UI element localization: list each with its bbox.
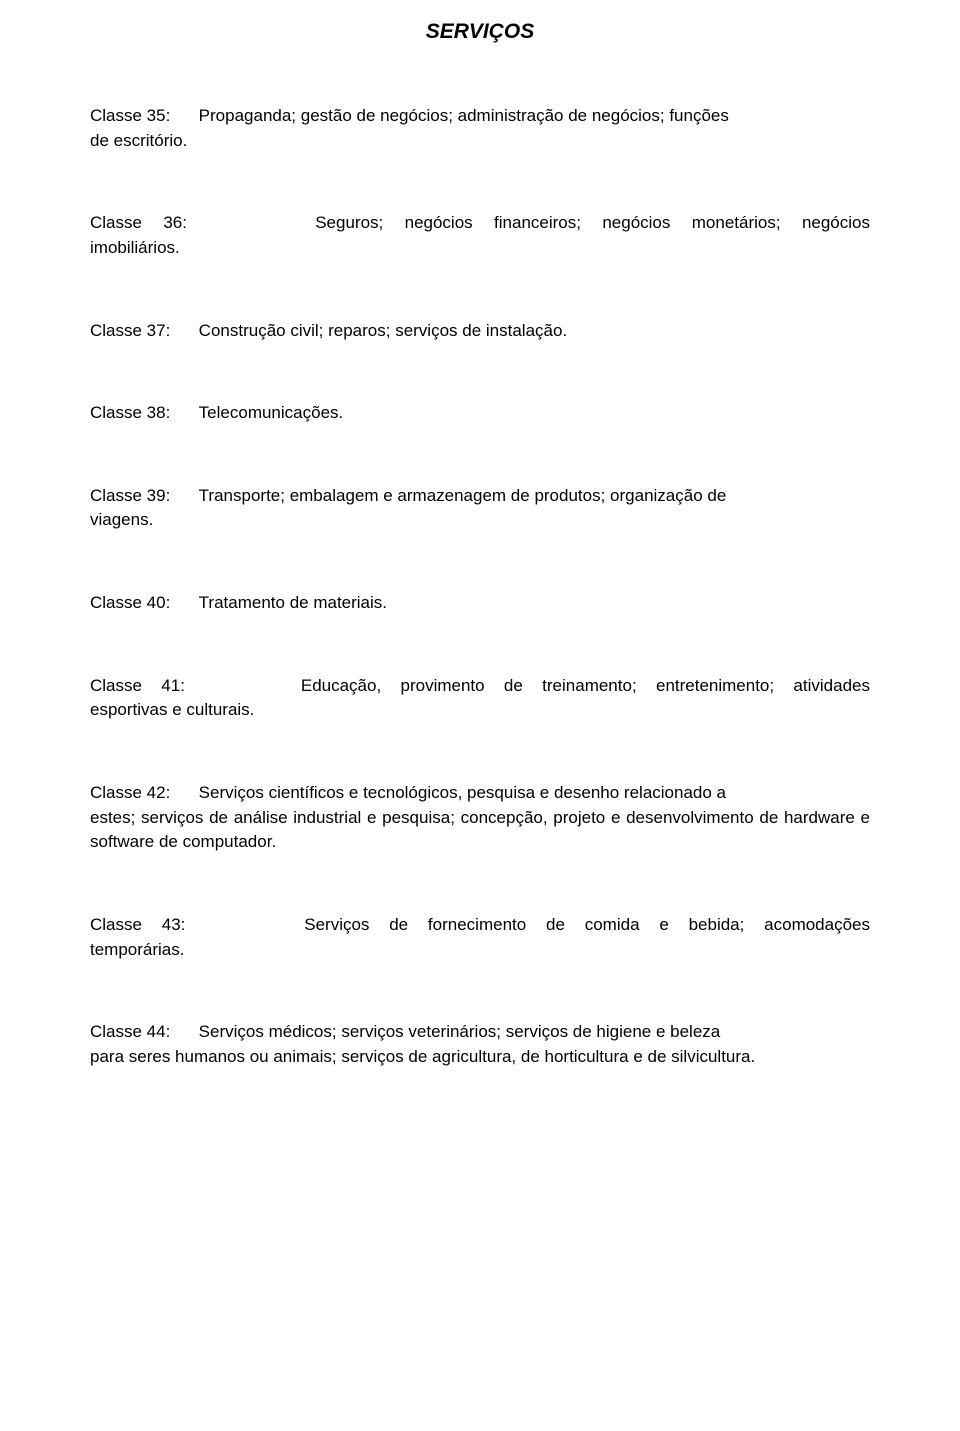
document-page: SERVIÇOS Classe 35: Propaganda; gestão d… bbox=[0, 0, 960, 1431]
entry-line-1: Classe 40: Tratamento de materiais. bbox=[90, 591, 870, 616]
class-label: Classe 39: bbox=[90, 486, 170, 505]
class-label: Classe 44: bbox=[90, 1022, 170, 1041]
entry-line-1: Classe 35: Propaganda; gestão de negócio… bbox=[90, 104, 870, 129]
entry-text: Telecomunicações. bbox=[199, 403, 344, 422]
entry-line-1: Classe 42: Serviços científicos e tecnol… bbox=[90, 781, 870, 806]
class-entry: Classe 35: Propaganda; gestão de negócio… bbox=[90, 104, 870, 153]
entry-line-1: Classe 36: Seguros; negócios financeiros… bbox=[90, 211, 870, 236]
entry-line-1: Classe 44: Serviços médicos; serviços ve… bbox=[90, 1020, 870, 1045]
class-label: Classe 38: bbox=[90, 403, 170, 422]
page-title: SERVIÇOS bbox=[90, 20, 870, 44]
entry-line-1: Classe 39: Transporte; embalagem e armaz… bbox=[90, 484, 870, 509]
entry-text: Serviços de fornecimento de comida e beb… bbox=[304, 915, 870, 934]
class-entry: Classe 38: Telecomunicações. bbox=[90, 401, 870, 426]
entry-line-2: de escritório. bbox=[90, 129, 870, 154]
entries-container: Classe 35: Propaganda; gestão de negócio… bbox=[90, 104, 870, 1070]
class-entry: Classe 43: Serviços de fornecimento de c… bbox=[90, 913, 870, 962]
entry-text: Serviços médicos; serviços veterinários;… bbox=[199, 1022, 721, 1041]
class-entry: Classe 44: Serviços médicos; serviços ve… bbox=[90, 1020, 870, 1069]
class-label: Classe 43: bbox=[90, 915, 185, 934]
class-entry: Classe 41: Educação, provimento de trein… bbox=[90, 674, 870, 723]
class-label: Classe 41: bbox=[90, 676, 185, 695]
class-label: Classe 40: bbox=[90, 593, 170, 612]
entry-text: Propaganda; gestão de negócios; administ… bbox=[199, 106, 729, 125]
class-entry: Classe 37: Construção civil; reparos; se… bbox=[90, 319, 870, 344]
class-label: Classe 35: bbox=[90, 106, 170, 125]
entry-text: Construção civil; reparos; serviços de i… bbox=[199, 321, 568, 340]
class-entry: Classe 40: Tratamento de materiais. bbox=[90, 591, 870, 616]
class-label: Classe 37: bbox=[90, 321, 170, 340]
entry-line-2: para seres humanos ou animais; serviços … bbox=[90, 1045, 870, 1070]
entry-text: Seguros; negócios financeiros; negócios … bbox=[315, 213, 870, 232]
entry-line-1: Classe 38: Telecomunicações. bbox=[90, 401, 870, 426]
entry-line-2: temporárias. bbox=[90, 938, 870, 963]
entry-line-1: Classe 41: Educação, provimento de trein… bbox=[90, 674, 870, 699]
class-label: Classe 42: bbox=[90, 783, 170, 802]
entry-line-1: Classe 37: Construção civil; reparos; se… bbox=[90, 319, 870, 344]
entry-line-1: Classe 43: Serviços de fornecimento de c… bbox=[90, 913, 870, 938]
entry-text: Educação, provimento de treinamento; ent… bbox=[301, 676, 870, 695]
class-entry: Classe 42: Serviços científicos e tecnol… bbox=[90, 781, 870, 855]
entry-text: Serviços científicos e tecnológicos, pes… bbox=[199, 783, 726, 802]
class-entry: Classe 36: Seguros; negócios financeiros… bbox=[90, 211, 870, 260]
entry-line-2: viagens. bbox=[90, 508, 870, 533]
class-label: Classe 36: bbox=[90, 213, 187, 232]
class-entry: Classe 39: Transporte; embalagem e armaz… bbox=[90, 484, 870, 533]
entry-text: Tratamento de materiais. bbox=[199, 593, 387, 612]
entry-line-2: estes; serviços de análise industrial e … bbox=[90, 806, 870, 855]
entry-line-2: imobiliários. bbox=[90, 236, 870, 261]
entry-text: Transporte; embalagem e armazenagem de p… bbox=[199, 486, 727, 505]
entry-line-2: esportivas e culturais. bbox=[90, 698, 870, 723]
